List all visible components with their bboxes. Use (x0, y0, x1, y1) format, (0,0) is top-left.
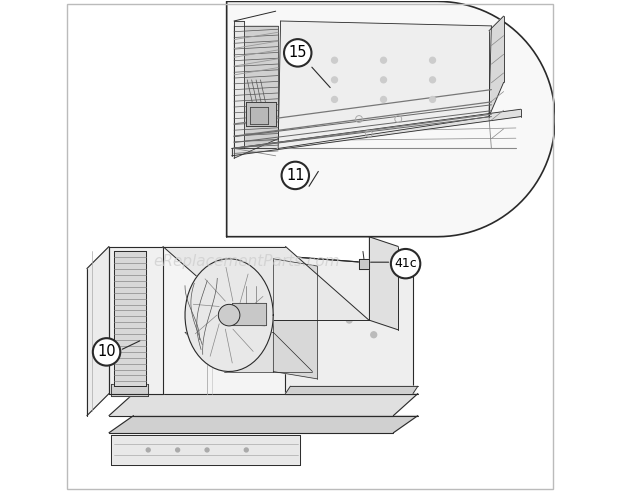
Circle shape (430, 57, 435, 63)
Circle shape (381, 57, 386, 63)
Circle shape (430, 97, 435, 103)
Polygon shape (227, 1, 555, 237)
Polygon shape (87, 246, 109, 416)
Circle shape (284, 39, 311, 67)
Polygon shape (278, 21, 492, 148)
Circle shape (391, 249, 420, 279)
Polygon shape (285, 256, 413, 393)
Polygon shape (114, 251, 146, 386)
Circle shape (175, 448, 180, 452)
Circle shape (332, 77, 337, 83)
Polygon shape (112, 435, 300, 464)
Polygon shape (231, 109, 521, 156)
Circle shape (381, 77, 386, 83)
Polygon shape (250, 107, 268, 124)
Polygon shape (234, 21, 244, 148)
Circle shape (312, 278, 318, 284)
Text: 41c: 41c (394, 257, 417, 270)
Polygon shape (185, 332, 312, 372)
Polygon shape (163, 246, 369, 320)
Circle shape (205, 448, 209, 452)
Polygon shape (109, 416, 418, 433)
Circle shape (281, 162, 309, 189)
Polygon shape (109, 246, 163, 393)
Circle shape (371, 332, 377, 338)
Circle shape (312, 307, 318, 313)
Polygon shape (231, 303, 266, 325)
Polygon shape (234, 26, 278, 158)
Circle shape (218, 304, 240, 326)
Text: 10: 10 (97, 345, 116, 359)
Circle shape (430, 77, 435, 83)
Polygon shape (369, 237, 398, 330)
Polygon shape (112, 384, 148, 396)
Text: eReplacementParts.com: eReplacementParts.com (153, 254, 340, 269)
Polygon shape (359, 259, 369, 269)
Circle shape (381, 97, 386, 103)
Polygon shape (246, 102, 276, 126)
Circle shape (93, 338, 120, 366)
Polygon shape (285, 386, 418, 393)
Circle shape (146, 448, 150, 452)
Circle shape (347, 317, 352, 323)
Polygon shape (109, 393, 418, 416)
Text: 15: 15 (288, 45, 307, 60)
Polygon shape (163, 246, 285, 393)
Circle shape (332, 57, 337, 63)
Polygon shape (273, 259, 317, 379)
Circle shape (332, 97, 337, 103)
Polygon shape (185, 259, 273, 372)
Polygon shape (489, 16, 503, 116)
Circle shape (244, 448, 248, 452)
Text: 11: 11 (286, 168, 304, 183)
